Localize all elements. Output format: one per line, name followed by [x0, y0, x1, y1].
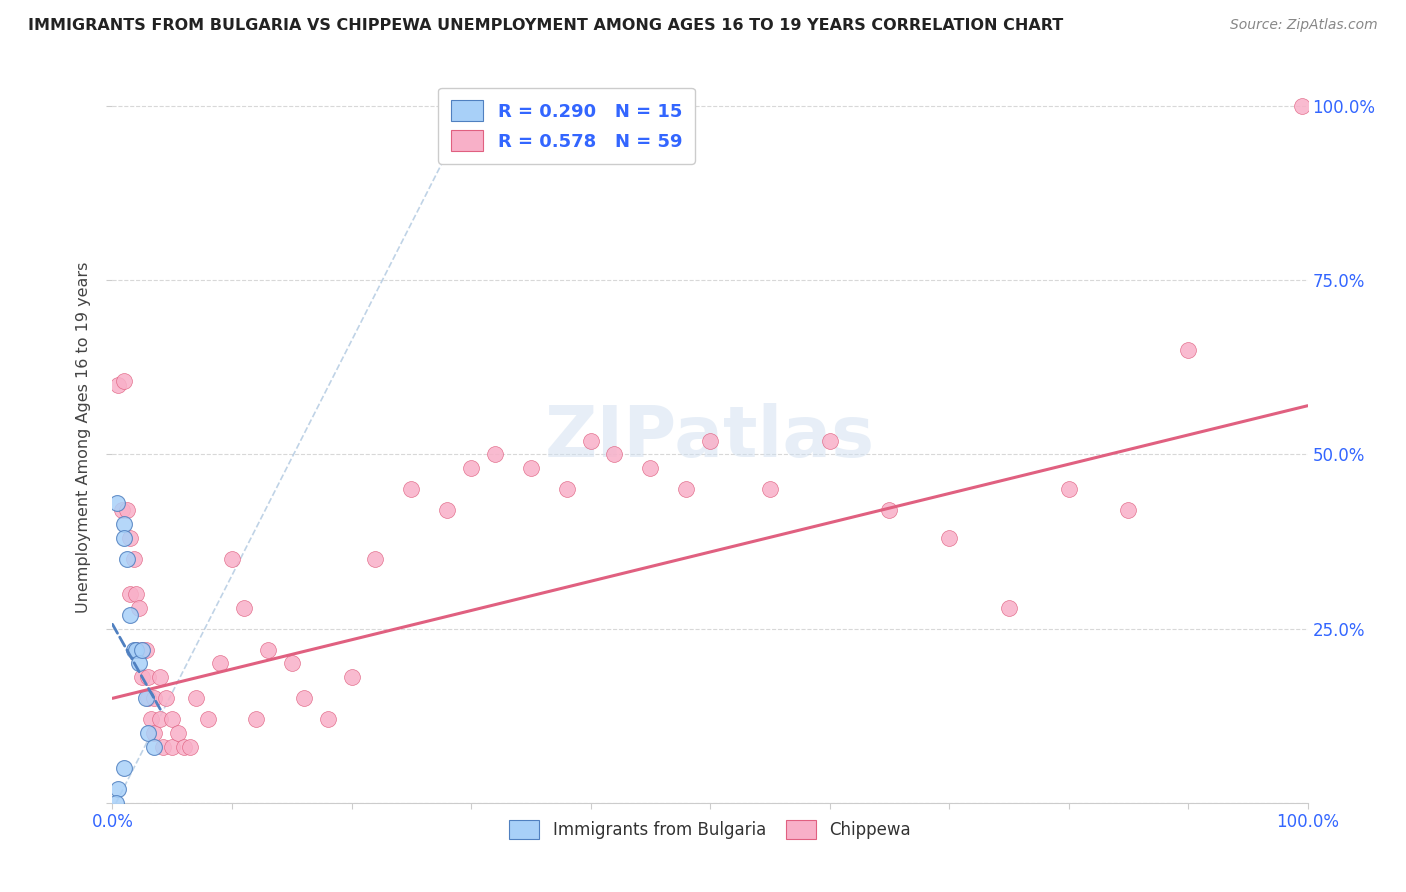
Point	[115, 503, 138, 517]
Point	[245, 712, 267, 726]
Point	[179, 740, 201, 755]
Point	[173, 740, 195, 755]
Point	[107, 781, 129, 796]
Text: Source: ZipAtlas.com: Source: ZipAtlas.com	[1230, 18, 1378, 32]
Point	[114, 761, 135, 775]
Point	[105, 796, 128, 810]
Point	[122, 642, 145, 657]
Point	[122, 552, 145, 566]
Point	[233, 600, 256, 615]
Point	[128, 657, 150, 671]
Point	[114, 531, 135, 545]
Point	[257, 642, 280, 657]
Point	[998, 600, 1021, 615]
Point	[1291, 99, 1313, 113]
Point	[675, 483, 697, 497]
Point	[209, 657, 232, 671]
Point	[143, 740, 166, 755]
Point	[125, 587, 148, 601]
Point	[1177, 343, 1199, 357]
Point	[128, 600, 150, 615]
Point	[364, 552, 387, 566]
Point	[938, 531, 960, 545]
Legend: Immigrants from Bulgaria, Chippewa: Immigrants from Bulgaria, Chippewa	[502, 814, 918, 846]
Point	[292, 691, 315, 706]
Text: IMMIGRANTS FROM BULGARIA VS CHIPPEWA UNEMPLOYMENT AMONG AGES 16 TO 19 YEARS CORR: IMMIGRANTS FROM BULGARIA VS CHIPPEWA UNE…	[28, 18, 1063, 33]
Point	[111, 503, 134, 517]
Point	[120, 607, 142, 622]
Point	[149, 670, 172, 684]
Point	[555, 483, 578, 497]
Point	[460, 461, 482, 475]
Point	[484, 448, 506, 462]
Point	[114, 517, 135, 532]
Point	[135, 642, 157, 657]
Point	[186, 691, 208, 706]
Point	[155, 691, 177, 706]
Point	[107, 377, 129, 392]
Point	[152, 740, 174, 755]
Point	[105, 496, 128, 510]
Point	[162, 712, 183, 726]
Point	[1118, 503, 1140, 517]
Point	[281, 657, 304, 671]
Point	[115, 552, 138, 566]
Y-axis label: Unemployment Among Ages 16 to 19 years: Unemployment Among Ages 16 to 19 years	[76, 261, 91, 613]
Point	[640, 461, 662, 475]
Point	[125, 642, 148, 657]
Point	[125, 642, 148, 657]
Point	[316, 712, 339, 726]
Point	[579, 434, 602, 448]
Point	[120, 531, 142, 545]
Point	[1057, 483, 1080, 497]
Point	[131, 670, 153, 684]
Point	[879, 503, 901, 517]
Point	[401, 483, 423, 497]
Point	[131, 642, 153, 657]
Point	[143, 691, 166, 706]
Point	[138, 691, 160, 706]
Point	[340, 670, 363, 684]
Point	[131, 642, 153, 657]
Point	[221, 552, 243, 566]
Point	[138, 670, 160, 684]
Point	[436, 503, 458, 517]
Point	[759, 483, 782, 497]
Point	[120, 587, 142, 601]
Point	[162, 740, 183, 755]
Text: ZIPatlas: ZIPatlas	[546, 402, 875, 472]
Point	[520, 461, 543, 475]
Point	[114, 375, 135, 389]
Point	[167, 726, 190, 740]
Point	[138, 726, 160, 740]
Point	[135, 691, 157, 706]
Point	[149, 712, 172, 726]
Point	[143, 726, 166, 740]
Point	[603, 448, 626, 462]
Point	[699, 434, 721, 448]
Point	[818, 434, 841, 448]
Point	[197, 712, 219, 726]
Point	[139, 712, 162, 726]
